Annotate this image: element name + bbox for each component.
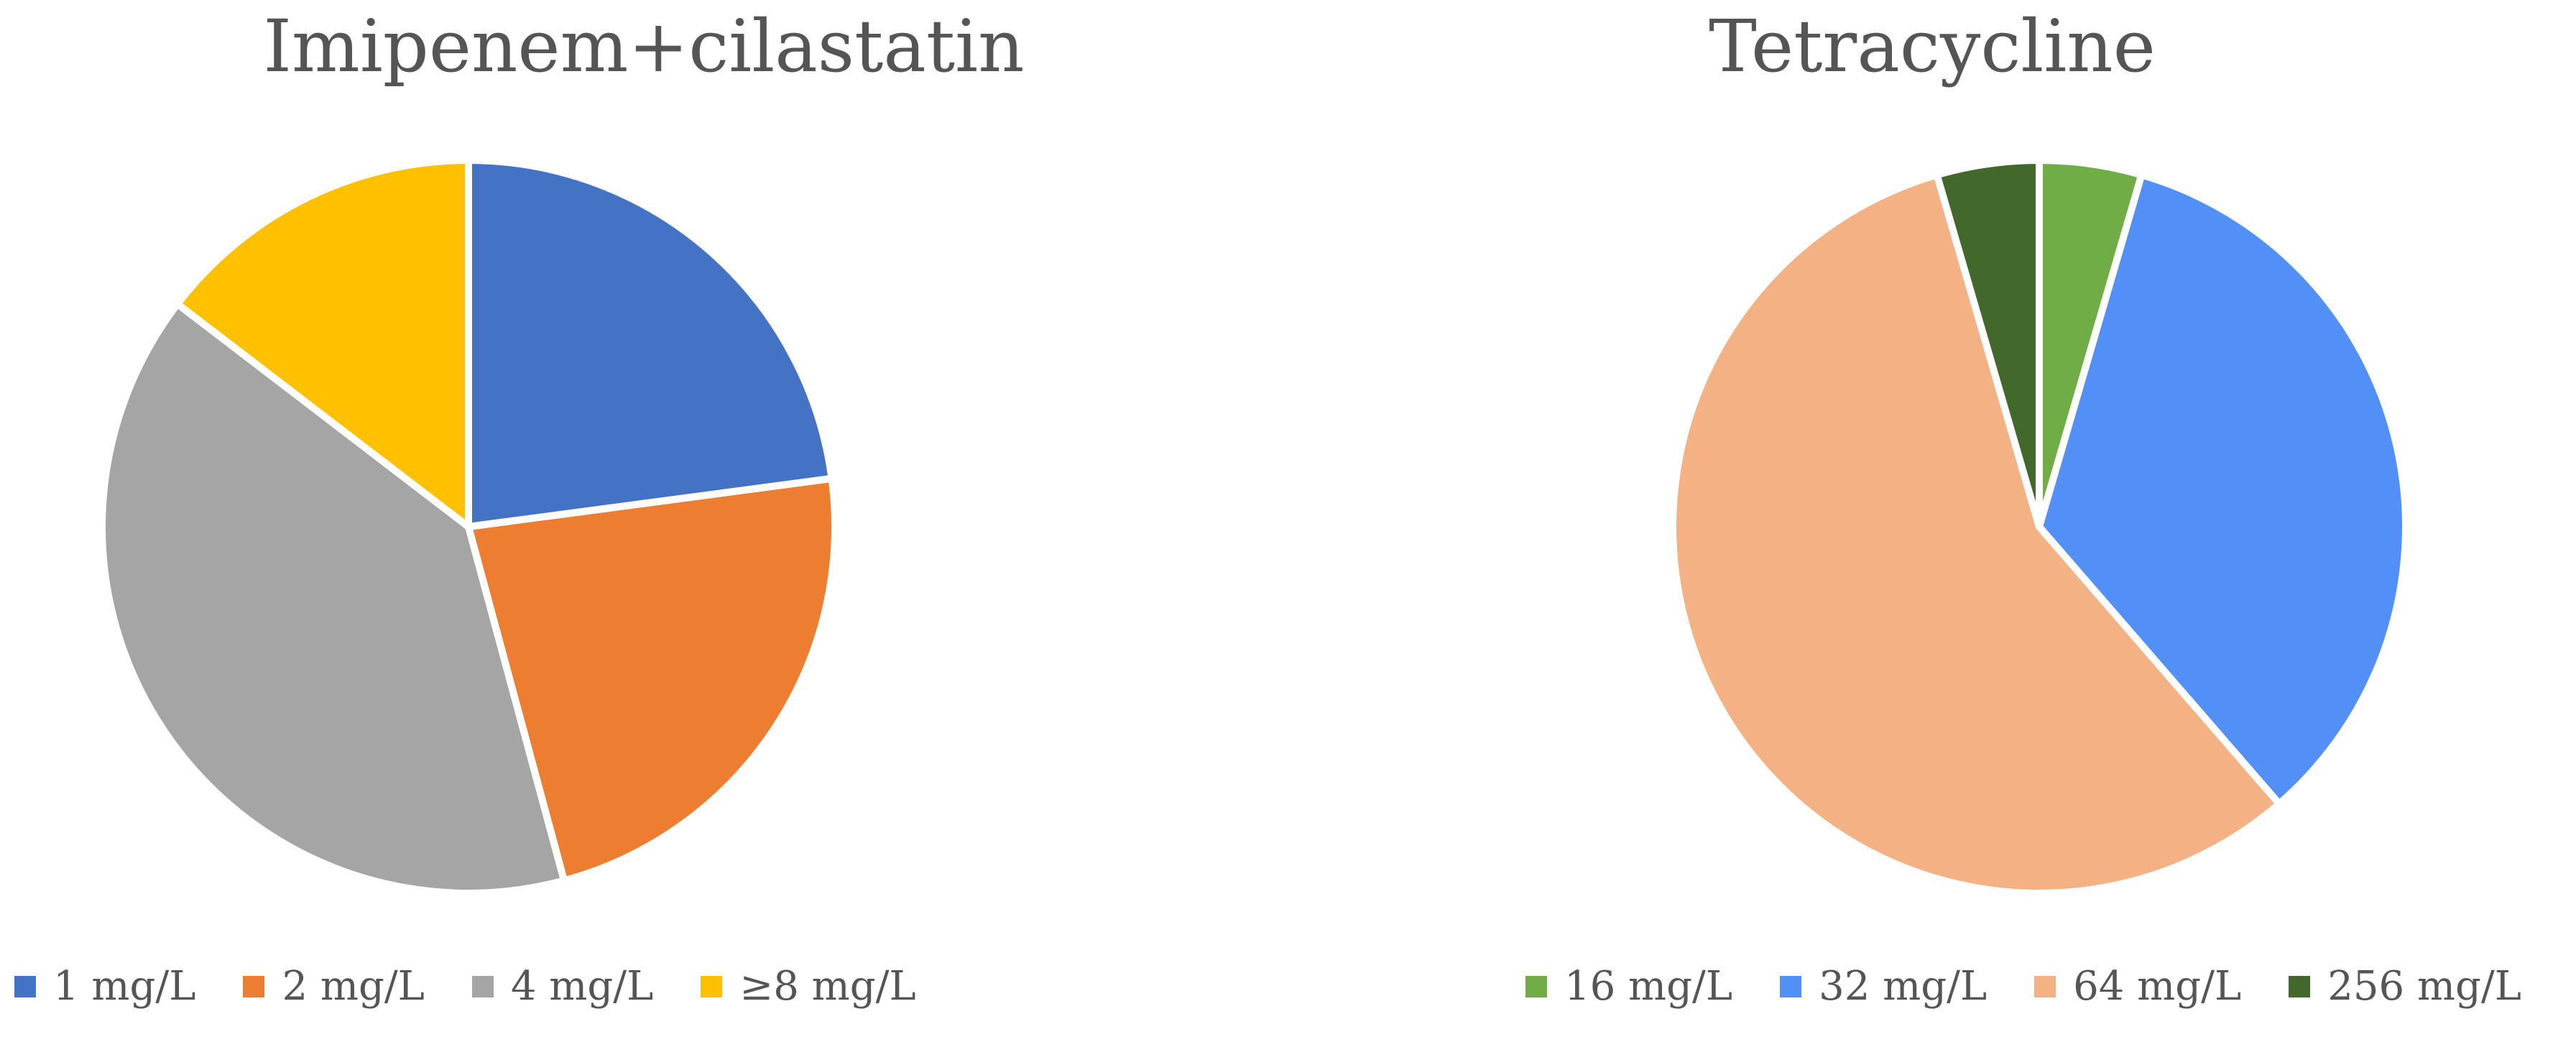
pie-slice-gte-8-mg-l [174,157,472,530]
legend-item-32-mg-l: 32 mg/L [1780,963,1987,1010]
pie-slice-64-mg-l [1668,171,2283,897]
legend-label: 16 mg/L [1564,963,1733,1010]
chart-title: Tetracycline [1709,4,2156,88]
legend-swatch [14,975,36,997]
pie-svg [98,157,839,897]
legend-swatch [2289,975,2311,997]
legend: 16 mg/L 32 mg/L 64 mg/L 256 mg/L [1525,963,2521,1010]
legend-swatch [471,975,494,997]
legend-swatch [2034,975,2056,997]
legend-label: 32 mg/L [1819,963,1988,1010]
legend-swatch [243,975,265,997]
legend-label: 256 mg/L [2327,963,2521,1010]
legend-swatch [701,975,723,997]
legend-swatch [1525,975,1547,997]
pie-slice-32-mg-l [2036,171,2409,808]
pie-slice-256-mg-l [1933,157,2043,530]
legend-swatch [1780,975,1802,997]
pie-slice-1-mg-l [465,157,836,530]
legend-item-4-mg-l: 4 mg/L [471,963,654,1010]
legend-label: 4 mg/L [510,963,654,1010]
legend-item-gte-8-mg-l: ≥8 mg/L [701,963,916,1010]
legend-label: ≥8 mg/L [739,963,916,1010]
pie-chart-imipenem: Imipenem+cilastatin 1 mg/L 2 mg/L 4 mg/L ≥8… [14,4,1025,1010]
legend-label: 2 mg/L [282,963,425,1010]
legend-item-16-mg-l: 16 mg/L [1525,963,1732,1010]
legend-item-64-mg-l: 64 mg/L [2034,963,2241,1010]
legend-label: 1 mg/L [53,963,196,1010]
legend-label: 64 mg/L [2073,963,2242,1010]
pie-chart-tetracycline: Tetracycline 16 mg/L 32 mg/L 64 mg/L 256 mg… [1288,0,2576,1037]
pie-svg [1668,157,2409,897]
legend-item-256-mg-l: 256 mg/L [2289,963,2521,1010]
legend-item-1-mg-l: 1 mg/L [14,963,195,1010]
legend-item-2-mg-l: 2 mg/L [243,963,425,1010]
pie-slice-2-mg-l [465,474,839,885]
legend: 1 mg/L 2 mg/L 4 mg/L ≥8 mg/L [14,963,916,1010]
chart-title: Imipenem+cilastatin [263,4,1025,88]
pie-slice-4-mg-l [98,300,568,897]
